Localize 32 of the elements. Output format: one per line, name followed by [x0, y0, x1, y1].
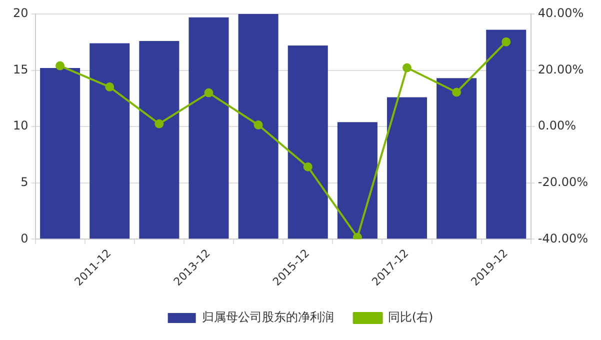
- y-tick-label: 10: [12, 118, 28, 133]
- y2-tick-label: 40.00%: [538, 6, 584, 20]
- point: [352, 232, 362, 240]
- y-tick-label: 0: [20, 231, 28, 246]
- point: [56, 61, 65, 70]
- bar: [90, 43, 130, 239]
- y-tick-label: 5: [20, 175, 28, 189]
- bar: [386, 97, 428, 239]
- point: [452, 88, 462, 97]
- point: [154, 119, 164, 128]
- y2-tick-label: -20.00%: [538, 175, 588, 189]
- point: [303, 162, 312, 172]
- bar: [40, 68, 80, 239]
- bar: [139, 41, 180, 239]
- bar: [188, 17, 229, 239]
- y-tick-label: 20: [12, 6, 28, 20]
- legend-label: 同比(右): [388, 310, 434, 324]
- legend-label: 归属母公司股东的净利润: [202, 310, 334, 324]
- point: [204, 88, 214, 98]
- y-tick-label: 15: [12, 62, 28, 76]
- bar: [238, 14, 278, 239]
- point: [254, 120, 263, 130]
- point: [105, 82, 114, 92]
- point: [402, 63, 412, 72]
- bar: [288, 46, 328, 239]
- point: [502, 37, 511, 46]
- y2-tick-label: -40.00%: [538, 231, 588, 246]
- y2-tick-label: 0.00%: [538, 118, 576, 133]
- bar: [436, 78, 477, 239]
- bar: [486, 30, 526, 239]
- y2-tick-label: 20.00%: [538, 62, 584, 76]
- bar: [337, 122, 378, 239]
